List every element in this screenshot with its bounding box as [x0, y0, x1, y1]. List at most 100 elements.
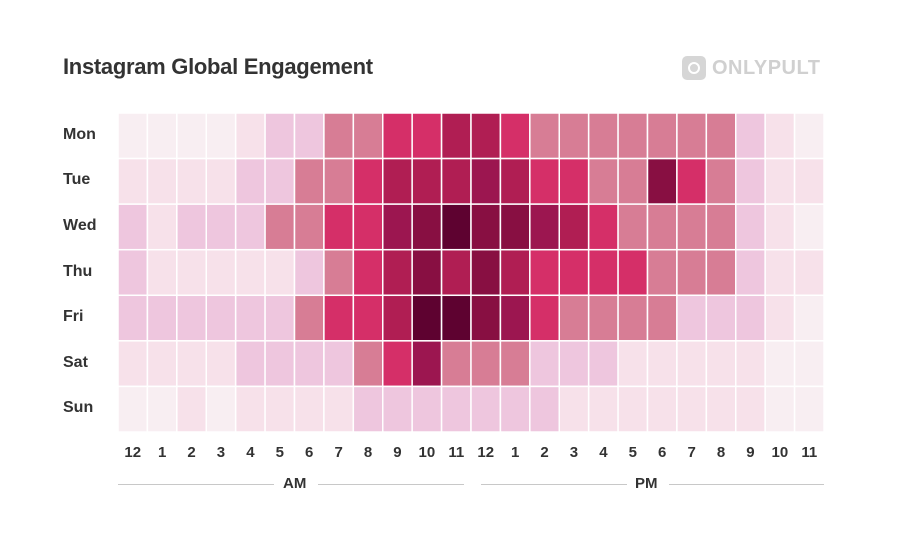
- heatmap-cell-sun-13: [499, 385, 531, 433]
- pm-label: PM: [635, 475, 658, 492]
- heatmap-cell-sat-12: [470, 340, 502, 388]
- heatmap-cell-sat-7: [323, 340, 355, 388]
- am-label: AM: [283, 475, 307, 492]
- column-label: 9: [393, 444, 402, 461]
- heatmap-cell-tue-19: [676, 157, 708, 205]
- pm-line-right: [669, 484, 824, 485]
- row-label-wed: Wed: [63, 216, 97, 234]
- heatmap-cell-sat-11: [440, 340, 472, 388]
- heatmap-cell-sun-16: [587, 385, 619, 433]
- column-label: 2: [187, 444, 196, 461]
- column-label: 1: [510, 444, 520, 461]
- heatmap-cell-mon-3: [205, 112, 237, 160]
- heatmap-cell-mon-5: [264, 112, 296, 160]
- column-label: 11: [448, 444, 465, 461]
- heatmap-cell-wed-3: [205, 203, 237, 251]
- heatmap-cell-sun-19: [676, 385, 708, 433]
- heatmap-cell-sun-20: [705, 385, 737, 433]
- heatmap-cell-sat-22: [764, 340, 796, 388]
- heatmap-cell-sun-3: [205, 385, 237, 433]
- heatmap-cell-sun-7: [323, 385, 355, 433]
- heatmap-cell-tue-0: [117, 157, 149, 205]
- heatmap-cell-mon-8: [352, 112, 384, 160]
- heatmap-cell-thu-22: [764, 248, 796, 297]
- camera-icon: [682, 56, 706, 80]
- heatmap-cell-sat-8: [352, 340, 384, 388]
- heatmap-cell-thu-5: [264, 248, 296, 297]
- column-label: 8: [363, 444, 373, 461]
- column-label: 12: [477, 444, 495, 461]
- heatmap-cell-fri-13: [499, 294, 531, 342]
- heatmap-cell-wed-8: [352, 203, 384, 251]
- heatmap-cell-sun-23: [793, 385, 825, 433]
- row-label-sun: Sun: [63, 399, 94, 417]
- heatmap-cell-mon-0: [117, 112, 149, 160]
- heatmap-cell-sun-15: [558, 385, 590, 433]
- heatmap-cell-fri-5: [264, 294, 296, 342]
- heatmap-cell-fri-10: [411, 294, 443, 342]
- heatmap-cell-tue-23: [793, 157, 825, 205]
- heatmap-cell-fri-3: [205, 294, 237, 342]
- heatmap-cell-fri-9: [382, 294, 413, 342]
- heatmap-cell-thu-4: [234, 248, 266, 297]
- column-label: 12: [124, 444, 142, 461]
- heatmap-cell-mon-16: [587, 112, 619, 160]
- heatmap-cell-thu-15: [558, 248, 590, 297]
- heatmap-cell-fri-11: [440, 294, 472, 342]
- heatmap-cell-sat-9: [382, 340, 413, 388]
- heatmap-cell-wed-21: [735, 203, 766, 251]
- heatmap-cell-sun-8: [352, 385, 384, 433]
- heatmap-cell-sun-21: [735, 385, 766, 433]
- column-label: 5: [275, 444, 284, 461]
- column-label: 10: [418, 444, 436, 461]
- heatmap-cell-wed-14: [529, 203, 560, 251]
- heatmap-cell-thu-19: [676, 248, 708, 297]
- heatmap-cell-mon-14: [529, 112, 560, 160]
- heatmap-cell-wed-18: [646, 203, 678, 251]
- heatmap-cell-sun-0: [117, 385, 149, 433]
- heatmap-cell-fri-6: [293, 294, 325, 342]
- column-label: 9: [746, 444, 755, 461]
- heatmap-cell-thu-20: [705, 248, 737, 297]
- heatmap-cell-wed-19: [676, 203, 708, 251]
- heatmap-cell-wed-1: [146, 203, 178, 251]
- heatmap-cell-wed-0: [117, 203, 149, 251]
- heatmap-cell-sun-2: [176, 385, 207, 433]
- heatmap-cell-wed-23: [793, 203, 825, 251]
- heatmap-cell-sat-3: [205, 340, 237, 388]
- heatmap-cell-mon-20: [705, 112, 737, 160]
- heatmap-cell-sat-5: [264, 340, 296, 388]
- heatmap-cell-fri-7: [323, 294, 355, 342]
- column-label: 6: [305, 444, 314, 461]
- heatmap-cell-fri-12: [470, 294, 502, 342]
- heatmap-cell-thu-18: [646, 248, 678, 297]
- heatmap-cell-sat-14: [529, 340, 560, 388]
- heatmap-cell-thu-7: [323, 248, 355, 297]
- heatmap-cell-sun-10: [411, 385, 443, 433]
- heatmap-cell-wed-7: [323, 203, 355, 251]
- heatmap-cell-thu-9: [382, 248, 413, 297]
- heatmap-cell-sun-5: [264, 385, 296, 433]
- heatmap-cell-tue-4: [234, 157, 266, 205]
- heatmap-cell-wed-15: [558, 203, 590, 251]
- heatmap-cell-tue-14: [529, 157, 560, 205]
- heatmap-cell-sun-9: [382, 385, 413, 433]
- column-label: 6: [658, 444, 667, 461]
- heatmap-cell-wed-10: [411, 203, 443, 251]
- heatmap-cell-sun-1: [146, 385, 178, 433]
- heatmap-cell-fri-1: [146, 294, 178, 342]
- heatmap-cell-sun-11: [440, 385, 472, 433]
- heatmap-cell-thu-17: [617, 248, 649, 297]
- heatmap-cell-thu-16: [587, 248, 619, 297]
- heatmap-cell-sat-15: [558, 340, 590, 388]
- heatmap-cell-mon-10: [411, 112, 443, 160]
- column-label: 3: [569, 444, 579, 461]
- row-label-mon: Mon: [63, 125, 96, 143]
- heatmap-cell-sat-4: [234, 340, 266, 388]
- heatmap-cell-sun-22: [764, 385, 796, 433]
- heatmap-cell-wed-2: [176, 203, 207, 251]
- column-label: 8: [716, 444, 726, 461]
- am-line-left: [118, 484, 274, 485]
- heatmap-cell-fri-0: [117, 294, 149, 342]
